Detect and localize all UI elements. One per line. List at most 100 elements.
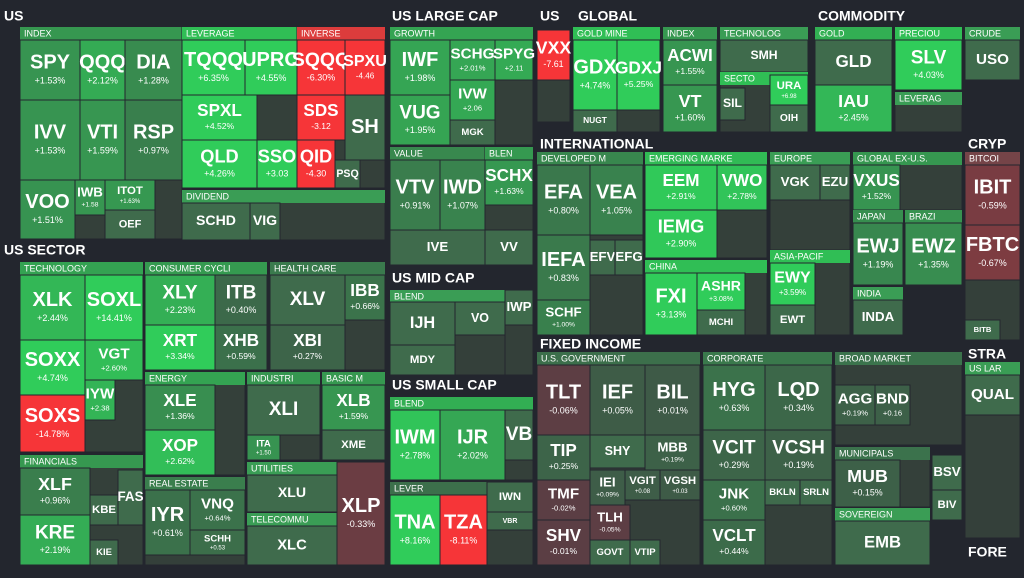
tile[interactable]: [181, 94, 258, 141]
tile[interactable]: [964, 39, 1021, 81]
tile[interactable]: [504, 289, 534, 326]
tile[interactable]: [769, 304, 816, 336]
tile[interactable]: [659, 469, 701, 501]
tile[interactable]: [494, 39, 534, 81]
tile[interactable]: [589, 434, 646, 469]
tile[interactable]: [256, 139, 298, 189]
tile[interactable]: [84, 274, 144, 341]
tile[interactable]: [486, 481, 534, 513]
tile[interactable]: [19, 179, 76, 240]
tile[interactable]: [269, 324, 346, 371]
tile[interactable]: [662, 39, 718, 86]
tile[interactable]: [484, 229, 534, 266]
tile[interactable]: [246, 384, 321, 436]
tile[interactable]: [629, 539, 661, 566]
tile[interactable]: [246, 474, 338, 513]
tile[interactable]: [389, 344, 456, 376]
tile[interactable]: [696, 309, 746, 336]
tile[interactable]: [644, 209, 718, 259]
tile[interactable]: [244, 39, 298, 96]
tile[interactable]: [614, 239, 644, 276]
tile[interactable]: [144, 274, 216, 326]
tile[interactable]: [819, 164, 851, 201]
tile[interactable]: [589, 364, 646, 436]
tile[interactable]: [589, 504, 631, 541]
tile[interactable]: [189, 529, 246, 556]
tile[interactable]: [321, 429, 386, 461]
tile[interactable]: [484, 159, 534, 206]
tile[interactable]: [589, 164, 644, 236]
tile[interactable]: [89, 494, 119, 526]
tile[interactable]: [389, 229, 486, 266]
tile[interactable]: [964, 164, 1021, 226]
tile[interactable]: [696, 272, 746, 311]
tile[interactable]: [964, 374, 1021, 416]
tile[interactable]: [964, 319, 1001, 341]
tile[interactable]: [214, 274, 268, 326]
tile[interactable]: [144, 384, 216, 431]
tile[interactable]: [344, 94, 386, 161]
tile[interactable]: [904, 222, 963, 286]
tile[interactable]: [334, 159, 361, 189]
tile[interactable]: [572, 109, 618, 133]
tile[interactable]: [644, 164, 718, 211]
tile[interactable]: [702, 479, 766, 521]
tile[interactable]: [19, 394, 86, 453]
tile[interactable]: [644, 364, 701, 436]
tile[interactable]: [117, 469, 144, 526]
tile[interactable]: [702, 519, 766, 566]
tile[interactable]: [389, 409, 441, 481]
tile[interactable]: [769, 74, 809, 106]
tile[interactable]: [624, 469, 661, 501]
tile[interactable]: [719, 39, 809, 73]
tile[interactable]: [834, 520, 931, 566]
tile[interactable]: [144, 429, 216, 476]
tile[interactable]: [449, 39, 496, 81]
tile[interactable]: [589, 469, 626, 506]
tile[interactable]: [389, 94, 451, 146]
tile[interactable]: [144, 489, 191, 556]
tile[interactable]: [104, 209, 156, 240]
tile[interactable]: [486, 511, 534, 531]
tile[interactable]: [719, 87, 746, 121]
tile[interactable]: [439, 494, 488, 566]
tile[interactable]: [439, 159, 486, 231]
tile[interactable]: [536, 164, 591, 236]
tile[interactable]: [536, 234, 591, 301]
tile[interactable]: [269, 274, 346, 326]
tile[interactable]: [834, 384, 876, 426]
tile[interactable]: [449, 119, 496, 146]
tile[interactable]: [84, 379, 116, 421]
tile[interactable]: [894, 39, 963, 91]
tile[interactable]: [124, 99, 183, 181]
tile[interactable]: [536, 479, 591, 521]
tile[interactable]: [336, 461, 386, 566]
tile[interactable]: [181, 139, 258, 189]
tile[interactable]: [181, 39, 246, 96]
tile[interactable]: [852, 222, 904, 286]
tile[interactable]: [814, 84, 893, 133]
tile[interactable]: [964, 224, 1021, 281]
tile[interactable]: [389, 39, 451, 96]
tile[interactable]: [104, 179, 156, 211]
tile[interactable]: [644, 272, 698, 336]
tile[interactable]: [616, 39, 661, 111]
tile[interactable]: [536, 434, 591, 481]
tile[interactable]: [874, 384, 911, 426]
tile[interactable]: [931, 489, 963, 521]
tile[interactable]: [246, 434, 281, 461]
tile[interactable]: [389, 494, 441, 566]
tile[interactable]: [536, 364, 591, 436]
tile[interactable]: [769, 164, 821, 201]
tile[interactable]: [344, 39, 386, 96]
tile[interactable]: [769, 262, 816, 306]
tile[interactable]: [19, 514, 91, 566]
tile[interactable]: [504, 409, 534, 461]
tile[interactable]: [834, 459, 901, 508]
tile[interactable]: [19, 467, 91, 516]
tile[interactable]: [249, 202, 281, 241]
tile[interactable]: [702, 429, 766, 481]
tile[interactable]: [852, 299, 904, 336]
tile[interactable]: [589, 239, 616, 276]
tile[interactable]: [799, 479, 833, 506]
